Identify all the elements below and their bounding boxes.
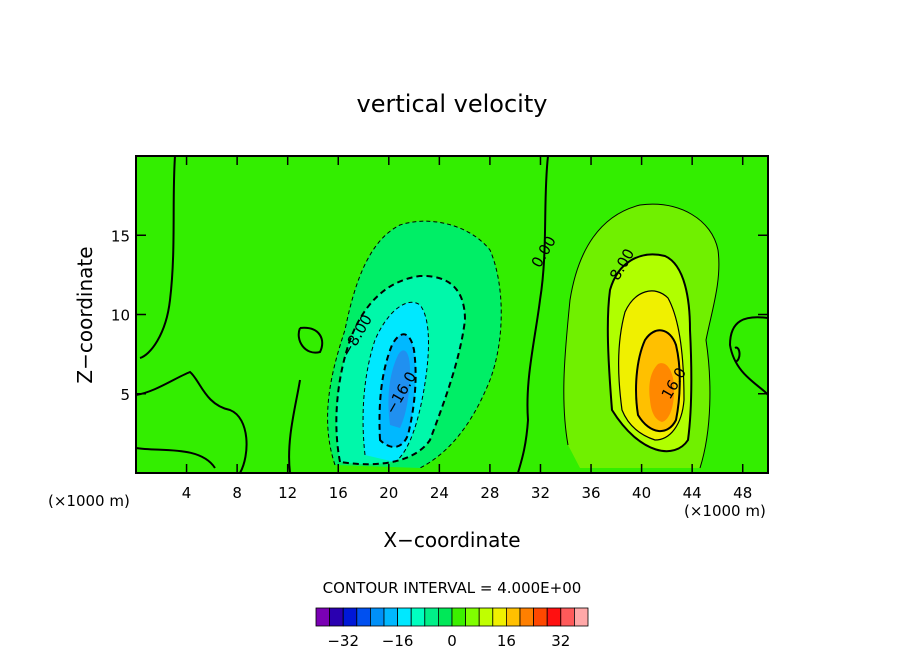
colorbar-tick-label: −16 <box>382 632 414 650</box>
colorbar-swatch <box>424 607 439 627</box>
x-tick-label: 40 <box>632 484 651 502</box>
colorbar-swatch <box>505 607 521 627</box>
x-tick-label: 32 <box>531 484 550 502</box>
y-tick-label: 5 <box>120 386 130 404</box>
contour-interval-text: CONTOUR INTERVAL = 4.000E+00 <box>323 579 582 597</box>
colorbar-swatch <box>478 607 494 627</box>
colorbar-swatch <box>465 607 480 627</box>
contour-line-plus-8 <box>606 253 693 453</box>
x-tick-label: 12 <box>278 484 297 502</box>
colorbar-swatch <box>315 607 331 627</box>
colorbar-swatch <box>369 607 385 627</box>
contour-line-plus-12 <box>618 290 685 441</box>
colorbar-swatch <box>437 607 453 627</box>
downdraft-region-minus-20 <box>388 350 410 428</box>
y-tick-label: 10 <box>111 307 130 325</box>
colorbar-swatch <box>329 607 344 627</box>
x-tick-label: 8 <box>232 484 242 502</box>
colorbar-tick-label: 0 <box>447 632 457 650</box>
x-tick-label: 16 <box>329 484 348 502</box>
contour-line-zero-right <box>728 316 768 396</box>
contour-line-plus-4 <box>563 203 720 469</box>
x-unit-label-left: (×1000 m) <box>48 492 130 510</box>
y-tick-label: 15 <box>111 227 130 245</box>
colorbar-swatch <box>533 607 548 627</box>
colorbar-swatch <box>560 607 575 627</box>
contour-line-minus-4 <box>327 220 502 469</box>
colorbar-swatch <box>519 607 535 627</box>
contour-line-zero-left <box>136 156 248 473</box>
y-axis: 5 10 15 <box>111 227 768 404</box>
contour-line-zero-bottom-left <box>136 326 324 473</box>
x-tick-label: 48 <box>733 484 752 502</box>
x-axis-label: X−coordinate <box>383 528 520 552</box>
y-axis-label: Z−coordinate <box>73 246 97 383</box>
chart-title: vertical velocity <box>357 90 548 118</box>
contour-line-minus-8 <box>335 274 467 466</box>
colorbar-tick-label: 16 <box>497 632 516 650</box>
x-tick-label: 4 <box>182 484 192 502</box>
x-axis: 4 8 12 16 20 24 28 32 36 40 44 48 <box>182 156 752 502</box>
contour-line-minus-12 <box>362 301 429 463</box>
plot-area <box>136 156 768 473</box>
contour-line-minus-16 <box>378 333 417 448</box>
colorbar-swatch <box>356 607 371 627</box>
x-unit-label-right: (×1000 m) <box>684 502 766 520</box>
x-tick-label: 28 <box>480 484 499 502</box>
contour-line-zero-center <box>517 156 549 473</box>
x-tick-label: 36 <box>581 484 600 502</box>
updraft-region-plus-20 <box>649 363 675 422</box>
contour-line-plus-16 <box>635 329 681 432</box>
x-tick-label: 44 <box>683 484 702 502</box>
colorbar-swatch <box>451 607 467 627</box>
colorbar-swatch <box>383 607 399 627</box>
colorbar-swatch <box>397 607 412 627</box>
colorbar-tick-label: −32 <box>327 632 359 650</box>
colorbar-swatch <box>492 607 507 627</box>
colorbar-swatch <box>410 607 426 627</box>
colorbar-swatch <box>574 607 589 627</box>
colorbar-swatch <box>342 607 358 627</box>
colorbar-tick-label: 32 <box>551 632 570 650</box>
x-tick-label: 20 <box>379 484 398 502</box>
colorbar: −32 −16 0 16 32 <box>315 607 589 650</box>
x-tick-label: 24 <box>430 484 449 502</box>
colorbar-swatch <box>546 607 562 627</box>
